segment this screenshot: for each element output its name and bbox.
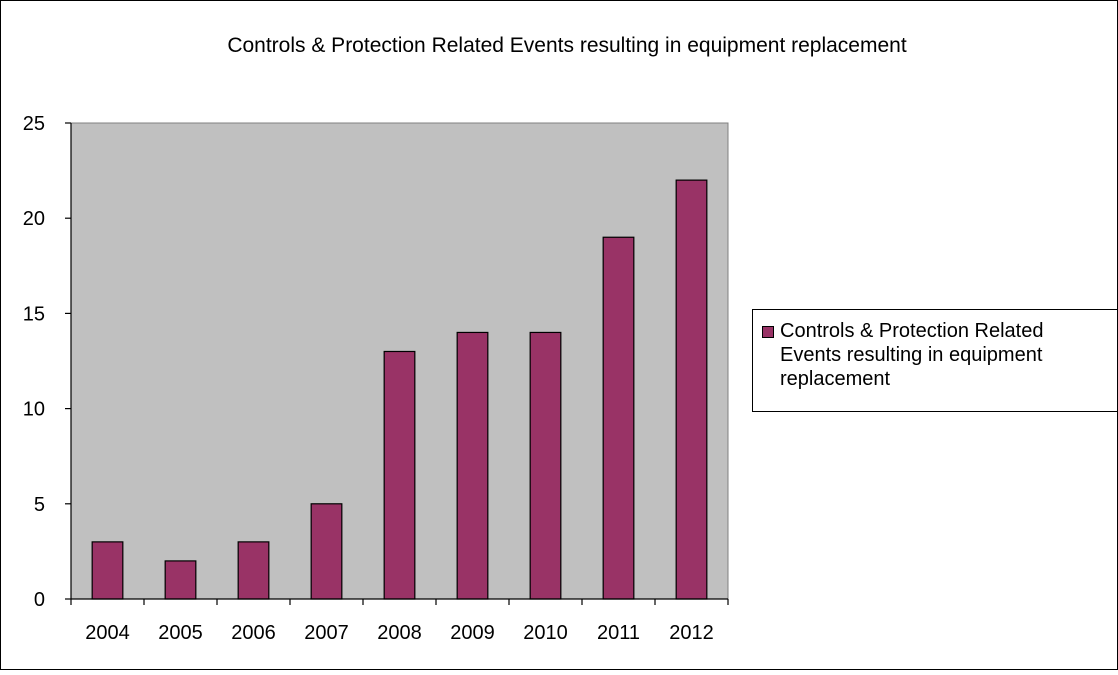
x-tick-label: 2006 [231,622,276,644]
x-tick-label: 2012 [669,622,714,644]
bar-2004 [91,541,124,600]
bar-2007 [310,503,343,600]
bar-2008 [383,350,416,600]
bar-2006 [237,541,270,600]
bar-2012 [675,179,708,600]
y-tick-label: 20 [23,208,45,230]
y-tick-label: 0 [34,589,45,611]
legend-swatch [762,326,774,338]
x-tick-label: 2010 [523,622,568,644]
bars-layer [91,179,708,600]
bar-2009 [456,331,489,600]
y-tick-label: 25 [23,113,45,135]
x-tick-label: 2005 [158,622,203,644]
axes-layer: 0 5 10 15 20 25 2004 2005 2006 2007 2008 2009 2010 20… [23,113,729,644]
legend-label: Controls & Protection Related Events res… [780,320,1044,390]
x-tick-label: 2011 [597,622,640,644]
chart-title: Controls & Protection Related Events res… [227,34,907,57]
y-tick-label: 5 [34,494,45,516]
x-tick-label: 2004 [85,622,130,644]
x-tick-label: 2007 [304,622,349,644]
bar-2010 [529,331,562,600]
legend: Controls & Protection Related Events res… [752,309,1118,412]
y-tick-label: 15 [23,303,45,325]
x-tick-label: 2009 [450,622,495,644]
y-tick-label: 10 [23,399,45,421]
bar-2005 [164,560,197,600]
bar-2011 [602,236,635,600]
x-tick-label: 2008 [377,622,422,644]
